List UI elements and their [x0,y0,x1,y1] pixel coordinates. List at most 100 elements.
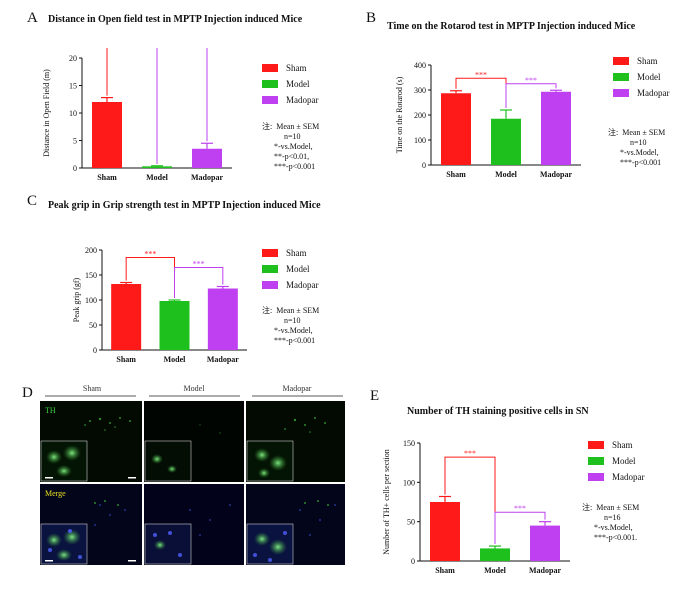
bar-sham [111,284,142,350]
chart-a-title: Distance in Open field test in MPTP Inje… [48,14,303,25]
chart-e-stats-note: 注: Mean ± SEM n=16 *-vs.Model, ***-p<0.0… [582,503,640,542]
legend-swatch-sham [262,64,278,72]
chart-a-legend: Sham Model Madopar [262,60,319,108]
legend-label-sham: Sham [286,248,307,258]
chart-b: 0 100 200 300 400 Time on the Rotarod (s) Sham… [395,61,581,179]
legend-item-madopar: Madopar [588,469,645,485]
micrograph-col-madopar: Madopar [283,385,312,393]
micrograph-row-th-label: TH [45,406,56,415]
y-tick-label: 200 [85,246,97,255]
y-tick-label: 150 [85,271,97,280]
x-tick-label: Model [495,170,518,179]
y-tick-label: 10 [69,109,77,118]
chart-c-legend: Sham Model Madopar [262,245,319,293]
significance-marker: *** [514,504,526,513]
legend-label-madopar: Madopar [286,280,319,290]
x-tick-label: Model [164,355,187,364]
legend-item-sham: Sham [613,53,670,69]
chart-c-title: Peak grip in Grip strength test in MPTP … [48,200,321,211]
legend-item-madopar: Madopar [613,85,670,101]
x-tick-label: Madopar [540,170,572,179]
legend-swatch-madopar [262,96,278,104]
y-axis-label: Number of TH+ cells per section [382,449,391,554]
chart-c: 0 50 100 150 200 Peak grip (gf) Sham Model Madop… [72,246,247,364]
legend-item-model: Model [588,453,645,469]
legend-swatch-madopar [613,89,629,97]
bar-sham [92,102,122,168]
legend-item-model: Model [613,69,670,85]
bar-madopar [207,288,238,350]
y-tick-label: 0 [73,164,77,173]
significance-marker: *** [144,250,156,259]
legend-swatch-sham [588,441,604,449]
bar-model [159,301,190,350]
legend-label-madopar: Madopar [286,95,319,105]
chart-c-stats-note: 注: Mean ± SEM n=10 *-vs.Model, ***-p<0.0… [262,306,320,345]
legend-label-sham: Sham [612,440,633,450]
panel-letter-d: D [22,385,33,401]
micrograph-col-model: Model [184,385,206,393]
chart-b-stats-note: 注: Mean ± SEM n=10 *-vs.Model, ***-p<0.0… [608,128,666,167]
bar-sham [441,93,471,165]
y-tick-label: 0 [422,161,426,170]
legend-label-model: Model [286,264,310,274]
bar-madopar [541,91,571,165]
y-tick-label: 50 [407,518,415,527]
y-tick-label: 15 [69,82,77,91]
y-tick-label: 300 [414,86,426,95]
chart-a: 0 5 10 15 20 Distance in Open Field (m) Sham Mo… [42,48,232,182]
legend-item-model: Model [262,76,319,92]
legend-swatch-madopar [588,473,604,481]
legend-swatch-model [262,265,278,273]
panel-letter-b: B [366,10,377,26]
bar-sham [430,502,460,561]
panel-letter-e: E [370,388,380,404]
y-tick-label: 150 [403,439,415,448]
legend-item-madopar: Madopar [262,92,319,108]
y-axis-label: Time on the Rotarod (s) [395,76,404,153]
chart-e-legend: Sham Model Madopar [588,437,645,485]
significance-marker: *** [464,449,476,458]
legend-item-sham: Sham [588,437,645,453]
legend-label-model: Model [612,456,636,466]
y-tick-label: 0 [93,346,97,355]
legend-swatch-sham [262,249,278,257]
legend-label-model: Model [286,79,310,89]
chart-e-title: Number of TH staining positive cells in … [407,406,589,417]
y-tick-label: 200 [414,111,426,120]
legend-label-model: Model [637,72,661,82]
y-tick-label: 100 [403,478,415,487]
micrograph-merge-model-inset [144,523,192,565]
significance-bracket [174,267,224,298]
legend-swatch-madopar [262,281,278,289]
legend-item-sham: Sham [262,60,319,76]
y-tick-label: 0 [411,557,415,566]
legend-label-madopar: Madopar [612,472,645,482]
legend-swatch-model [262,80,278,88]
x-tick-label: Sham [116,355,136,364]
chart-b-legend: Sham Model Madopar [613,53,670,101]
chart-e: 0 50 100 150 Number of TH+ cells per section… [382,439,570,575]
x-tick-label: Madopar [191,173,223,182]
significance-bracket [156,48,208,164]
significance-marker: *** [475,70,487,79]
chart-b-title: Time on the Rotarod test in MPTP Injecti… [387,21,636,32]
legend-label-sham: Sham [637,56,658,66]
legend-item-madopar: Madopar [262,277,319,293]
significance-bracket [494,511,546,545]
x-tick-label: Sham [446,170,466,179]
legend-swatch-sham [613,57,629,65]
significance-bracket [505,83,557,108]
x-tick-label: Madopar [529,566,561,575]
y-axis-label: Distance in Open Field (m) [42,69,51,157]
bar-model [480,548,510,561]
legend-item-model: Model [262,261,319,277]
x-tick-label: Sham [435,566,455,575]
micrograph-col-sham: Sham [83,385,102,393]
bar-model [491,118,521,165]
panel-letter-a: A [27,10,38,26]
y-tick-label: 5 [73,137,77,146]
significance-bracket [444,456,496,545]
bar-madopar [530,525,560,561]
bar-model [142,166,172,168]
